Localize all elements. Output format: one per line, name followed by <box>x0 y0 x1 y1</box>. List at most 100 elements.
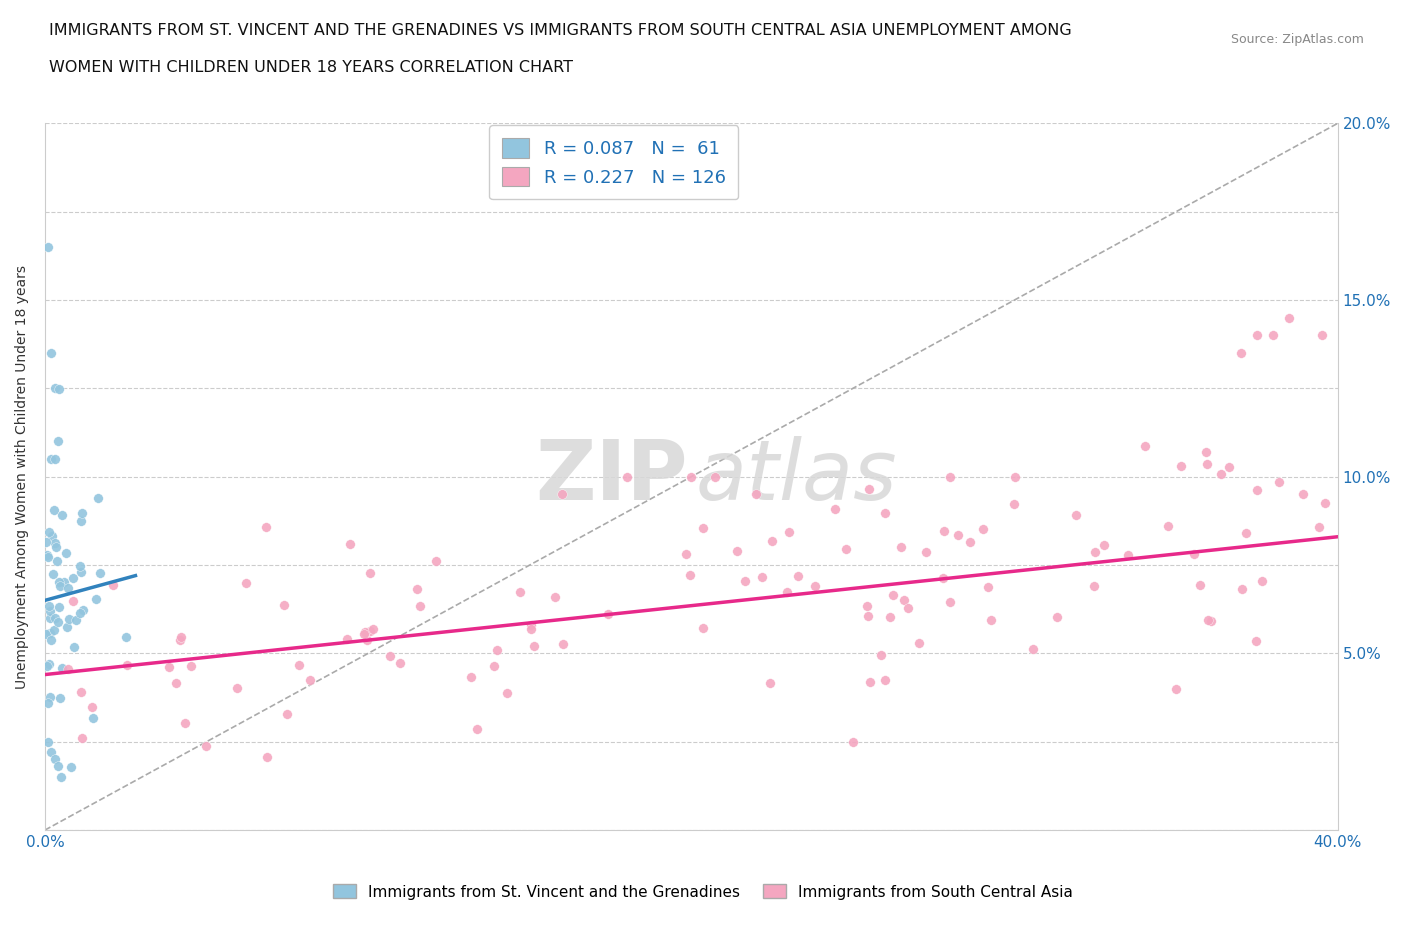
Point <box>174 716 197 731</box>
Point <box>41 528 63 543</box>
Text: atlas: atlas <box>695 436 897 517</box>
Point <box>69 513 91 528</box>
Point <box>59 760 82 775</box>
Point <box>1268 474 1291 489</box>
Point <box>72 731 94 746</box>
Point <box>89 565 111 580</box>
Point <box>1182 546 1205 561</box>
Point <box>496 686 519 701</box>
Point <box>37 735 59 750</box>
Point <box>405 581 427 596</box>
Point <box>875 672 897 687</box>
Point <box>56 661 79 676</box>
Point <box>1022 642 1045 657</box>
Point <box>939 470 962 485</box>
Point <box>195 738 218 753</box>
Point <box>49 691 72 706</box>
Point <box>1244 633 1267 648</box>
Point <box>1166 682 1188 697</box>
Point <box>692 521 714 536</box>
Point <box>460 670 482 684</box>
Point <box>39 689 62 704</box>
Point <box>1310 328 1333 343</box>
Point <box>946 527 969 542</box>
Point <box>58 611 80 626</box>
Point <box>45 539 67 554</box>
Point <box>509 584 531 599</box>
Point <box>46 553 69 568</box>
Point <box>38 599 60 614</box>
Point <box>908 635 931 650</box>
Point <box>37 547 59 562</box>
Point <box>44 752 66 767</box>
Point <box>44 452 66 467</box>
Point <box>551 637 574 652</box>
Point <box>869 647 891 662</box>
Point <box>42 502 65 517</box>
Point <box>879 610 901 625</box>
Point <box>39 625 62 640</box>
Point <box>37 550 59 565</box>
Point <box>170 630 193 644</box>
Point <box>180 658 202 673</box>
Point <box>82 711 104 725</box>
Point <box>1250 574 1272 589</box>
Point <box>225 680 247 695</box>
Point <box>1292 486 1315 501</box>
Point <box>734 574 756 589</box>
Point <box>616 470 638 485</box>
Point <box>745 487 768 502</box>
Point <box>759 676 782 691</box>
Point <box>44 611 66 626</box>
Point <box>49 579 72 594</box>
Point <box>1064 508 1087 523</box>
Point <box>46 434 69 449</box>
Point <box>44 536 66 551</box>
Point <box>485 643 508 658</box>
Point <box>336 631 359 646</box>
Point <box>38 657 60 671</box>
Point <box>44 623 66 638</box>
Point <box>359 623 381 638</box>
Point <box>681 470 703 485</box>
Point <box>679 568 702 583</box>
Point <box>359 565 381 580</box>
Point <box>56 619 79 634</box>
Point <box>465 722 488 737</box>
Point <box>52 575 75 590</box>
Point <box>1084 545 1107 560</box>
Point <box>519 618 541 632</box>
Point <box>1116 548 1139 563</box>
Point <box>254 519 277 534</box>
Point <box>408 598 430 613</box>
Point <box>1002 497 1025 512</box>
Point <box>1083 578 1105 593</box>
Text: IMMIGRANTS FROM ST. VINCENT AND THE GRENADINES VS IMMIGRANTS FROM SOUTH CENTRAL : IMMIGRANTS FROM ST. VINCENT AND THE GREN… <box>49 23 1071 38</box>
Point <box>1218 459 1240 474</box>
Point <box>1170 458 1192 473</box>
Point <box>356 632 378 647</box>
Point <box>273 598 295 613</box>
Point <box>157 659 180 674</box>
Point <box>51 508 73 523</box>
Point <box>761 534 783 549</box>
Point <box>35 535 58 550</box>
Point <box>1004 470 1026 485</box>
Point <box>692 620 714 635</box>
Point <box>46 615 69 630</box>
Point <box>353 627 375 642</box>
Point <box>82 699 104 714</box>
Point <box>169 632 191 647</box>
Point <box>41 745 63 760</box>
Point <box>725 543 748 558</box>
Point <box>37 240 59 255</box>
Point <box>519 621 541 636</box>
Point <box>39 604 62 618</box>
Text: Source: ZipAtlas.com: Source: ZipAtlas.com <box>1230 33 1364 46</box>
Point <box>703 470 725 485</box>
Point <box>425 553 447 568</box>
Point <box>972 521 994 536</box>
Legend: Immigrants from St. Vincent and the Grenadines, Immigrants from South Central As: Immigrants from St. Vincent and the Gren… <box>326 878 1080 906</box>
Text: WOMEN WITH CHILDREN UNDER 18 YEARS CORRELATION CHART: WOMEN WITH CHILDREN UNDER 18 YEARS CORRE… <box>49 60 574 75</box>
Point <box>523 639 546 654</box>
